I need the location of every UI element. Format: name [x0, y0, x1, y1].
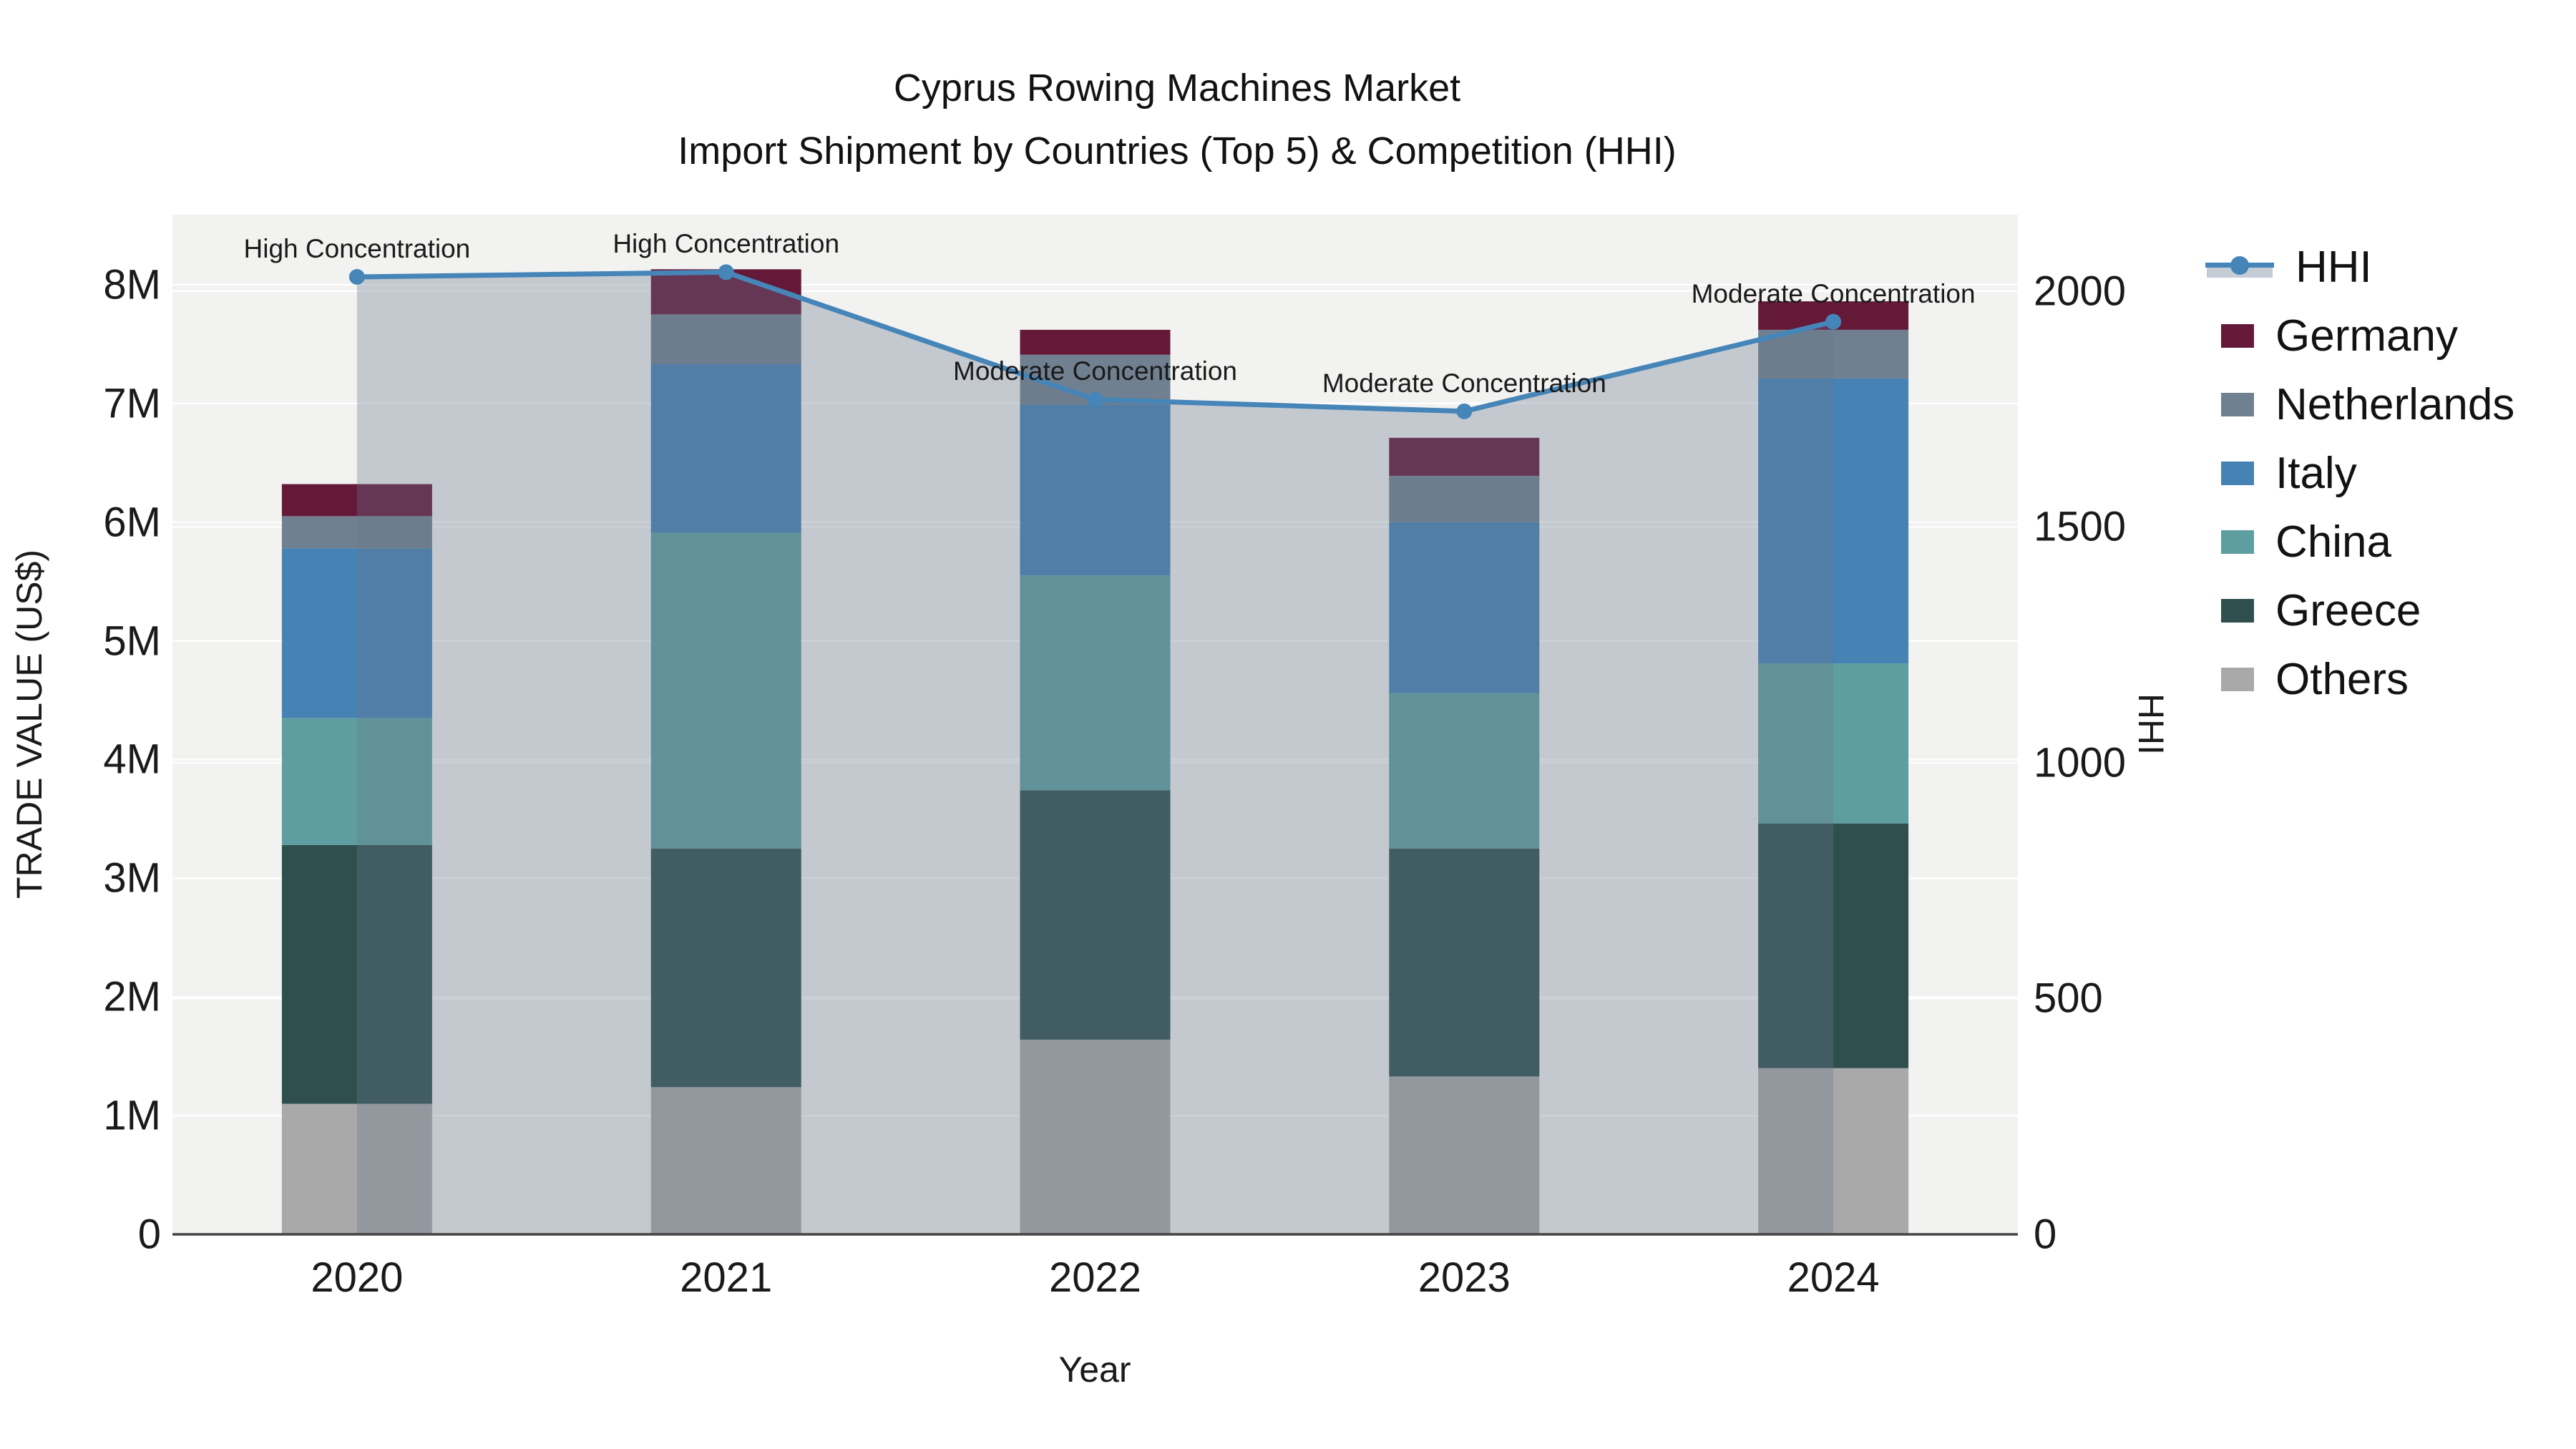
annotation-2023: Moderate Concentration: [1322, 368, 1606, 398]
bar-segment-germany-2022[interactable]: [1020, 329, 1171, 355]
y2-tick-1000: 1000: [2034, 739, 2127, 786]
y2-axis-title: HHI: [2131, 693, 2171, 756]
legend-item-greece[interactable]: Greece: [2205, 576, 2514, 645]
bar-segment-others-2023[interactable]: [1389, 1076, 1540, 1234]
y-tick-7M: 7M: [103, 380, 161, 427]
y2-tick-500: 500: [2034, 975, 2103, 1022]
y-tick-2M: 2M: [103, 973, 161, 1020]
annotation-2020: High Concentration: [243, 234, 471, 263]
bar-segment-netherlands-2023[interactable]: [1389, 475, 1540, 522]
legend-swatch-germany: [2221, 323, 2254, 348]
legend-label-greece: Greece: [2275, 585, 2421, 635]
legend-item-china[interactable]: China: [2205, 507, 2514, 576]
x-tick-2023: 2023: [1418, 1254, 1511, 1301]
y-tick-4M: 4M: [103, 736, 161, 783]
hhi-marker-2020[interactable]: [348, 269, 365, 286]
annotation-2021: High Concentration: [613, 229, 840, 259]
x-tick-2020: 2020: [311, 1254, 404, 1301]
hhi-marker-2024[interactable]: [1825, 313, 1842, 330]
bar-segment-netherlands-2021[interactable]: [650, 314, 801, 365]
bar-segment-others-2021[interactable]: [650, 1087, 801, 1234]
annotation-2024: Moderate Concentration: [1691, 278, 1976, 308]
annotation-2022: Moderate Concentration: [953, 356, 1237, 386]
legend-swatch-greece: [2221, 598, 2254, 623]
bar-segment-italy-2022[interactable]: [1020, 404, 1171, 576]
legend-label-netherlands: Netherlands: [2275, 379, 2515, 429]
x-axis-title: Year: [1058, 1350, 1131, 1390]
bar-segment-greece-2024[interactable]: [1758, 824, 1909, 1068]
legend-label-italy: Italy: [2275, 448, 2357, 498]
bar-segment-china-2020[interactable]: [281, 718, 432, 845]
bar-segment-italy-2023[interactable]: [1389, 522, 1540, 693]
bar-segment-italy-2020[interactable]: [281, 548, 432, 718]
bar-segment-china-2021[interactable]: [650, 532, 801, 849]
legend-swatch-others: [2221, 667, 2254, 691]
bar-segment-greece-2022[interactable]: [1020, 790, 1171, 1040]
bar-segment-china-2024[interactable]: [1758, 663, 1909, 824]
y-tick-3M: 3M: [103, 854, 161, 902]
bar-segment-italy-2024[interactable]: [1758, 378, 1909, 664]
bar-segment-italy-2021[interactable]: [650, 364, 801, 533]
legend-label-germany: Germany: [2275, 311, 2458, 361]
legend-item-hhi[interactable]: HHI: [2205, 233, 2514, 301]
hhi-line-sample-icon: [2205, 253, 2274, 281]
y2-tick-2000: 2000: [2034, 268, 2127, 315]
x-tick-2024: 2024: [1787, 1254, 1880, 1301]
bar-segment-greece-2023[interactable]: [1389, 848, 1540, 1077]
hhi-marker-2021[interactable]: [718, 264, 734, 280]
legend-swatch-netherlands: [2221, 392, 2254, 416]
legend-swatch-china: [2221, 530, 2254, 554]
y-tick-5M: 5M: [103, 618, 161, 665]
bar-segment-greece-2021[interactable]: [650, 848, 801, 1088]
chart-title-line1: Cyprus Rowing Machines Market: [893, 67, 1461, 109]
legend-label-hhi: HHI: [2296, 242, 2372, 292]
y-tick-6M: 6M: [103, 499, 161, 546]
bar-segment-others-2022[interactable]: [1020, 1039, 1171, 1234]
x-tick-2021: 2021: [680, 1254, 773, 1301]
y-tick-0: 0: [137, 1211, 161, 1258]
hhi-marker-2023[interactable]: [1456, 403, 1473, 419]
hhi-area-fill: [356, 272, 1834, 1235]
y-tick-8M: 8M: [103, 261, 161, 308]
hhi-sample-dotchip: [2230, 255, 2249, 275]
bar-segment-others-2024[interactable]: [1758, 1068, 1909, 1234]
legend-label-others: Others: [2275, 654, 2409, 704]
legend-swatch-italy: [2221, 461, 2254, 485]
y-tick-1M: 1M: [103, 1092, 161, 1139]
bar-segment-germany-2020[interactable]: [281, 484, 432, 517]
legend-item-others[interactable]: Others: [2205, 645, 2514, 713]
legend-item-germany[interactable]: Germany: [2205, 301, 2514, 370]
bar-segment-netherlands-2024[interactable]: [1758, 329, 1909, 379]
bar-segment-china-2023[interactable]: [1389, 693, 1540, 849]
bar-segment-germany-2023[interactable]: [1389, 437, 1540, 476]
x-tick-2022: 2022: [1048, 1254, 1142, 1301]
legend-item-italy[interactable]: Italy: [2205, 439, 2514, 507]
legend-label-china: China: [2275, 517, 2391, 567]
bar-segment-others-2020[interactable]: [281, 1103, 432, 1234]
legend: HHI Germany Netherlands Italy China Greece Oth…: [2205, 233, 2514, 713]
chart-title-line2: Import Shipment by Countries (Top 5) & C…: [678, 130, 1677, 172]
bar-segment-netherlands-2020[interactable]: [281, 516, 432, 549]
y2-tick-1500: 1500: [2034, 503, 2127, 550]
legend-item-netherlands[interactable]: Netherlands: [2205, 370, 2514, 439]
hhi-marker-2022[interactable]: [1087, 391, 1103, 408]
bar-segment-greece-2020[interactable]: [281, 844, 432, 1104]
bar-segment-china-2022[interactable]: [1020, 575, 1171, 791]
y2-tick-0: 0: [2034, 1211, 2057, 1258]
y-axis-title: TRADE VALUE (US$): [9, 549, 49, 899]
